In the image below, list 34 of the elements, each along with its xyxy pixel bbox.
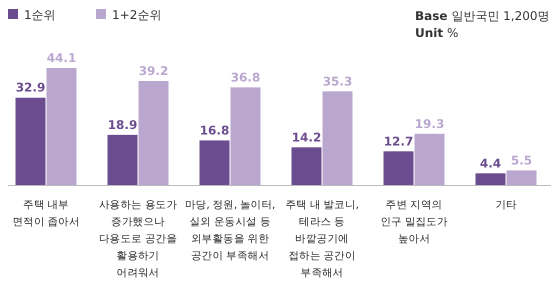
bar xyxy=(414,134,444,185)
bar xyxy=(230,87,260,185)
x-tick-label: 주변 지역의 인구 밀집도가 높아서 xyxy=(380,199,448,245)
data-label: 32.9 xyxy=(16,80,46,95)
data-label: 36.8 xyxy=(230,70,260,84)
text: Unit % xyxy=(415,26,458,40)
data-label: 16.8 xyxy=(200,123,230,138)
x-tick-label: 주택 내부 면적이 좁아서 xyxy=(12,199,80,228)
data-label: 14.2 xyxy=(292,130,322,144)
bar xyxy=(108,134,138,185)
bar xyxy=(476,173,506,185)
data-label: 5.5 xyxy=(510,153,532,168)
legend-label: 1+2순위 xyxy=(112,8,162,22)
bar xyxy=(292,147,322,185)
x-tick-label: 사용하는 용도가 증가했으나 다용도로 공간을 활용하기 어려워서 xyxy=(99,199,178,279)
bar xyxy=(138,81,168,185)
data-label: 35.3 xyxy=(322,74,352,88)
x-tick-label: 주택 내 발코니, 테라스 등 바깥공기에 접하는 공간이 부족해서 xyxy=(285,199,359,279)
data-label: 19.3 xyxy=(414,116,444,131)
bar xyxy=(46,68,76,185)
text: Base 일반국민 1,200명 xyxy=(415,9,550,23)
data-label: 18.9 xyxy=(108,118,138,132)
data-label: 12.7 xyxy=(384,134,414,148)
data-label: 4.4 xyxy=(480,156,502,170)
bar xyxy=(200,140,230,185)
legend-label: 1순위 xyxy=(24,8,56,22)
data-label: 39.2 xyxy=(138,64,168,78)
bar xyxy=(322,91,352,185)
x-tick-label: 마당, 정원, 놀이터, 실외 운동시설 등 외부활동을 위한 공간이 부족해서 xyxy=(184,199,276,262)
bar xyxy=(16,98,46,185)
x-tick-label: 기타 xyxy=(495,199,517,211)
data-label: 44.1 xyxy=(46,51,76,65)
bar xyxy=(506,170,536,185)
bar xyxy=(384,151,414,185)
